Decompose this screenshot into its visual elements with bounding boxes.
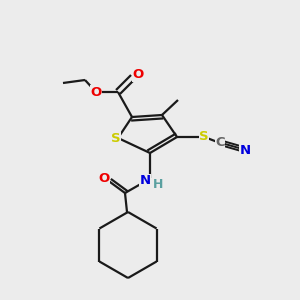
- Text: S: S: [199, 130, 209, 142]
- Text: N: N: [239, 143, 250, 157]
- Text: S: S: [111, 131, 121, 145]
- Text: O: O: [98, 172, 110, 184]
- Text: O: O: [132, 68, 144, 82]
- Text: O: O: [90, 85, 102, 98]
- Text: C: C: [215, 136, 225, 149]
- Text: N: N: [140, 175, 151, 188]
- Text: H: H: [153, 178, 163, 190]
